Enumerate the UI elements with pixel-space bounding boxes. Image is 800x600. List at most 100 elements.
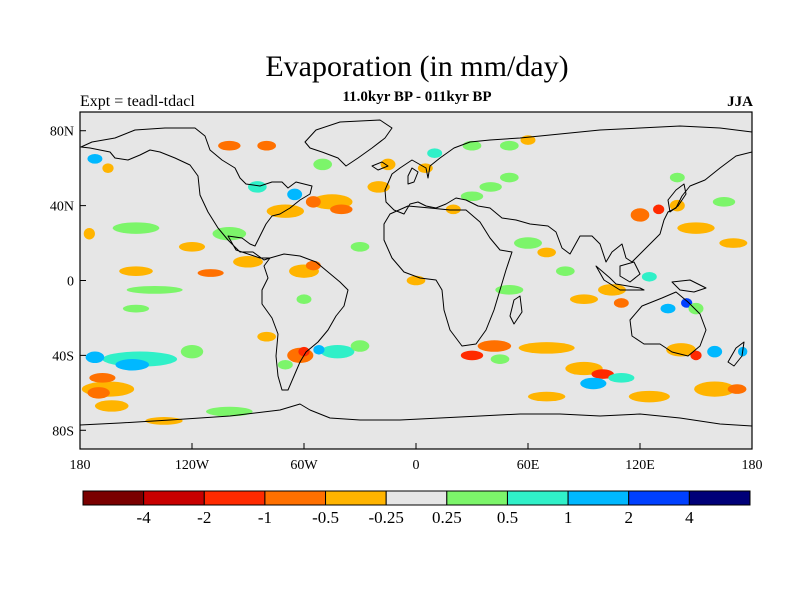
x-tick-label: 60W <box>290 458 318 473</box>
anomaly-patch <box>180 344 204 359</box>
anomaly-patch <box>681 298 693 308</box>
anomaly-patch <box>537 247 557 258</box>
anomaly-patch <box>500 172 519 183</box>
chart-subtitle: 11.0kyr BP - 011kyr BP <box>342 89 492 105</box>
anomaly-patch <box>350 241 370 252</box>
anomaly-patch <box>608 373 635 383</box>
anomaly-patch <box>298 346 310 357</box>
anomaly-patch <box>490 354 510 364</box>
coastline-british-isles <box>407 167 419 185</box>
season-label: JJA <box>727 94 753 110</box>
anomaly-patch <box>296 294 312 305</box>
x-tick-label: 0 <box>413 458 420 473</box>
anomaly-patch <box>178 241 206 252</box>
anomaly-patch <box>518 342 575 354</box>
anomaly-patch <box>613 298 629 308</box>
anomaly-patch <box>305 196 321 208</box>
coastline-australia <box>629 291 707 357</box>
experiment-label: Expt = teadl-tdacl <box>80 93 195 110</box>
anomaly-patch <box>712 197 736 207</box>
colorbar-box <box>203 490 266 506</box>
chart-title: Evaporation (in mm/day) <box>265 50 569 83</box>
anomaly-patch <box>580 377 607 390</box>
colorbar-box <box>385 490 448 506</box>
anomaly-patch <box>313 158 332 171</box>
anomaly-patch <box>666 343 696 357</box>
anomaly-patch <box>630 208 650 222</box>
anomaly-patch <box>287 188 303 201</box>
anomaly-patch <box>350 340 370 352</box>
anomaly-patch <box>112 222 160 234</box>
coastline-north-america <box>80 127 313 261</box>
anomaly-patch <box>197 269 224 277</box>
colorbar-label: 1 <box>564 508 573 527</box>
anomaly-patch <box>598 284 626 296</box>
colorbar-box <box>506 490 569 506</box>
anomaly-patch <box>87 387 110 399</box>
anomaly-patch <box>694 381 736 397</box>
anomaly-patch <box>126 285 183 294</box>
anomaly-patch <box>367 181 390 193</box>
anomaly-patch <box>330 204 353 215</box>
anomaly-patch <box>115 359 150 371</box>
anomaly-patch <box>669 172 685 183</box>
anomaly-patch <box>591 369 614 379</box>
colorbar-label: 0.25 <box>432 508 462 527</box>
anomaly-patch <box>556 266 575 276</box>
coastline-antarctica <box>80 403 752 427</box>
coastline-new-zealand <box>727 341 745 367</box>
anomaly-patch <box>707 345 723 358</box>
x-tick-label: 120E <box>625 458 655 473</box>
anomaly-patch <box>248 181 267 193</box>
anomaly-patch <box>427 148 443 158</box>
colorbar-box <box>688 490 751 506</box>
colorbar-label: -1 <box>258 508 272 527</box>
anomaly-patch <box>653 204 665 215</box>
x-tick-label: 60E <box>517 458 540 473</box>
anomaly-patch <box>94 400 129 412</box>
anomaly-patch <box>206 406 253 417</box>
anomaly-patch <box>479 182 502 192</box>
coastline-sumatra-java <box>595 265 645 291</box>
anomaly-patch <box>690 350 702 361</box>
anomaly-patch <box>445 204 461 215</box>
map-axes: 180 120W 60W 0 60E 120E 180 80N 40N 0 40S 80S <box>50 125 763 473</box>
colorbar-box <box>446 490 508 506</box>
coastline-south-america <box>261 253 349 391</box>
colorbar-box <box>264 490 327 506</box>
colorbar-label: -0.5 <box>312 508 339 527</box>
anomaly-patch <box>660 303 676 314</box>
anomaly-patch <box>257 331 276 342</box>
colorbar-box <box>143 490 205 506</box>
colorbar-label: 2 <box>624 508 633 527</box>
x-tick-label: 120W <box>175 458 210 473</box>
x-tick-label: 180 <box>70 458 91 473</box>
anomaly-patch <box>83 227 95 240</box>
anomaly-patch <box>277 359 293 370</box>
coastline-iceland <box>371 161 389 171</box>
colorbar-box <box>567 490 630 506</box>
anomaly-patch <box>406 275 426 286</box>
anomaly-patch <box>628 390 670 403</box>
anomaly-patch <box>89 373 116 383</box>
anomaly-patch <box>477 340 512 352</box>
anomaly-patch <box>500 140 519 151</box>
colorbar-box <box>628 490 690 506</box>
coastline-madagascar <box>509 295 523 325</box>
y-tick-label: 80N <box>50 125 74 140</box>
anomaly-patch <box>677 222 715 234</box>
colorbar-label: 4 <box>685 508 694 527</box>
y-tick-label: 0 <box>67 275 74 290</box>
anomaly-patch <box>462 140 482 151</box>
anomaly-patch <box>528 391 566 402</box>
anomaly-patch <box>727 384 747 394</box>
colorbar-label: -4 <box>137 508 152 527</box>
anomaly-patch <box>570 294 598 305</box>
anomaly-patch <box>514 237 542 249</box>
anomaly-patch <box>305 260 321 271</box>
anomaly-patch <box>87 153 103 164</box>
coastline-borneo <box>619 261 641 283</box>
colorbar-label: 0.5 <box>497 508 518 527</box>
x-tick-label: 180 <box>742 458 763 473</box>
